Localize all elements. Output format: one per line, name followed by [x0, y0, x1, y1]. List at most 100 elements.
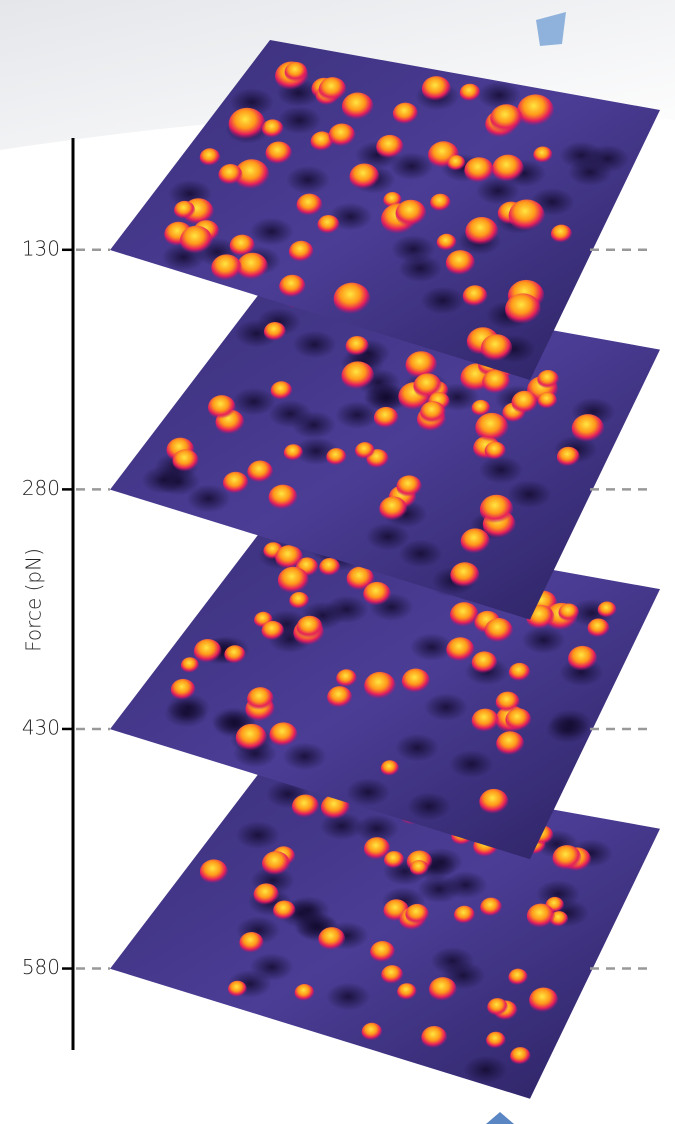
- surface-peak: [345, 335, 369, 357]
- surface-peak: [568, 645, 598, 672]
- surface-peak: [234, 159, 270, 191]
- surface-peak: [537, 392, 558, 410]
- surface-peak: [268, 484, 298, 511]
- surface-peak: [413, 373, 442, 399]
- surface-peak: [174, 200, 196, 220]
- surface-peak: [269, 722, 298, 748]
- surface-peak: [405, 903, 429, 926]
- surface-peak: [428, 977, 457, 1003]
- surface-peak: [475, 412, 509, 443]
- surface-peak: [533, 146, 553, 164]
- surface-peak: [328, 123, 356, 148]
- surface-shade: [354, 814, 399, 843]
- surface-peak: [261, 620, 285, 642]
- surface-peak: [199, 859, 228, 885]
- surface-peak: [462, 285, 488, 308]
- surface-shade: [346, 778, 391, 807]
- surface-peak: [207, 395, 236, 421]
- surface-peak: [236, 252, 269, 281]
- surface-peak: [529, 987, 559, 1014]
- surface-peak: [490, 104, 523, 134]
- tick-label: 130: [22, 236, 60, 260]
- surface-shade: [477, 81, 522, 110]
- surface-stack: [110, 40, 660, 1099]
- surface-peak: [277, 566, 309, 595]
- surface-peak: [405, 351, 438, 380]
- surface-peak: [511, 390, 538, 415]
- surface-peak: [341, 361, 375, 391]
- decor-shape: [536, 12, 566, 46]
- surface-peak: [556, 446, 580, 468]
- surface-peak: [247, 460, 274, 484]
- surface-peak: [395, 199, 427, 228]
- axis-label: Force (pN): [22, 548, 46, 652]
- surface-shade: [249, 217, 294, 246]
- surface-peak: [283, 444, 304, 462]
- surface-shade: [521, 625, 566, 654]
- surface-shade: [326, 982, 371, 1011]
- surface-peak: [447, 155, 466, 172]
- surface-peak: [224, 645, 246, 665]
- surface-peak: [229, 234, 255, 258]
- surface-peak: [294, 984, 315, 1002]
- surface-peak: [319, 557, 341, 577]
- surface-peak: [537, 369, 559, 390]
- surface-peak: [318, 77, 347, 102]
- surface-shade: [389, 152, 434, 181]
- surface-shade: [277, 106, 322, 135]
- surface-peak: [320, 794, 350, 821]
- surface-shade: [424, 693, 469, 722]
- surface-peak: [384, 851, 405, 870]
- surface-peak: [193, 639, 222, 664]
- surface-peak: [275, 545, 303, 571]
- surface-peak: [450, 602, 479, 628]
- surface-peak: [510, 1047, 531, 1066]
- surface-peak: [392, 102, 419, 126]
- surface-peak: [550, 224, 573, 244]
- surface-shade: [164, 699, 209, 728]
- surface-peak: [326, 448, 347, 467]
- surface-peak: [487, 998, 508, 1017]
- surface-peak: [508, 199, 545, 233]
- surface-peak: [235, 723, 267, 752]
- surface-shade: [409, 633, 454, 662]
- surface-peak: [355, 442, 375, 460]
- tick-label: 580: [22, 955, 60, 979]
- surface-peak: [465, 216, 499, 247]
- tick-label: 280: [22, 476, 60, 500]
- surface-shade: [420, 286, 465, 315]
- surface-peak: [420, 401, 446, 425]
- surface-shade: [478, 455, 523, 484]
- surface-peak: [247, 687, 274, 712]
- surface-peak: [381, 965, 404, 985]
- surface-peak: [505, 293, 541, 326]
- surface-peak: [361, 1022, 383, 1042]
- surface-peak: [484, 441, 506, 461]
- surface-peak: [327, 686, 353, 709]
- surface-peak: [228, 107, 266, 141]
- surface-shade: [186, 484, 231, 513]
- surface-peak: [492, 154, 524, 184]
- surface-shade: [449, 750, 494, 779]
- surface-peak: [517, 94, 554, 128]
- surface-peak: [379, 496, 408, 522]
- surface-peak: [445, 250, 476, 277]
- surface-peak: [341, 92, 374, 121]
- surface-peak: [587, 618, 610, 639]
- surface-peak: [199, 148, 221, 167]
- surface-peak: [480, 334, 513, 363]
- afm-surface: [110, 40, 660, 380]
- surface-shade: [407, 792, 452, 821]
- surface-peak: [284, 61, 308, 83]
- surface-peak: [218, 164, 243, 186]
- surface-peak: [349, 163, 380, 191]
- surface-shade: [391, 235, 436, 264]
- surface-peak: [376, 134, 404, 160]
- surface-peak: [471, 651, 498, 675]
- tick-label: 430: [22, 715, 60, 739]
- surface-peak: [464, 157, 494, 184]
- surface-peak: [421, 76, 451, 103]
- surface-peak: [552, 845, 582, 872]
- surface-peak: [270, 381, 293, 401]
